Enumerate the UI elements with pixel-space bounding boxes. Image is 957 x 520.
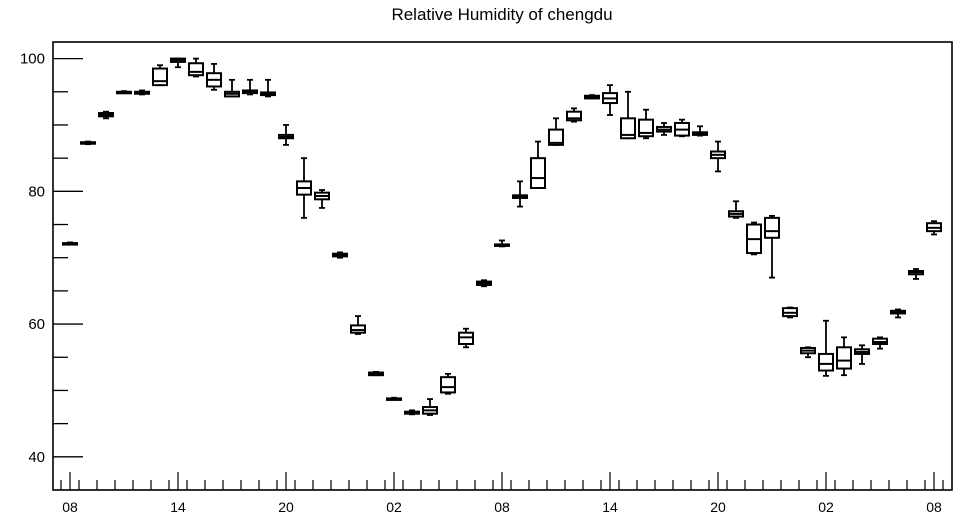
box-hour-29	[584, 94, 600, 100]
x-tick-label: 08	[494, 499, 510, 515]
chart-title: Relative Humidity of chengdu	[391, 5, 612, 24]
box-hour-21	[440, 372, 456, 395]
box-hour-13	[296, 157, 312, 219]
box-hour-16	[350, 315, 366, 335]
x-tick-label: 02	[386, 499, 402, 515]
box-hour-33	[656, 122, 672, 136]
box-hour-12	[278, 124, 294, 146]
box-iqr	[620, 117, 636, 140]
box-hour-10	[242, 78, 258, 96]
x-tick-label: 20	[278, 499, 294, 515]
x-axis: 08 14 20 02 08 14 20 02 08	[60, 472, 944, 515]
box-hour-42	[818, 319, 834, 377]
box-hour-27	[548, 117, 564, 146]
box-hour-11	[260, 78, 276, 98]
box-hour-40	[782, 306, 798, 319]
box-iqr	[440, 376, 456, 394]
box-hour-31	[620, 90, 636, 140]
box-iqr	[188, 62, 204, 77]
box-hour-30	[602, 84, 618, 116]
y-tick-label: 60	[28, 316, 45, 333]
box-iqr	[548, 128, 564, 146]
x-tick-label: 14	[602, 499, 618, 515]
box-hour-25	[512, 180, 528, 208]
box-hour-3	[116, 90, 132, 95]
box-hour-28	[566, 107, 582, 123]
box-series	[62, 57, 942, 416]
box-hour-9	[224, 78, 240, 98]
box-hour-37	[728, 200, 744, 219]
box-iqr	[152, 67, 168, 87]
box-hour-18	[386, 396, 402, 401]
y-tick-label: 80	[28, 183, 45, 200]
box-hour-48	[926, 220, 942, 236]
y-tick-label: 40	[28, 449, 45, 466]
box-hour-35	[692, 125, 708, 137]
x-tick-label: 08	[62, 499, 78, 515]
box-hour-43	[836, 336, 852, 377]
y-axis: 40 60 80 100	[20, 51, 83, 466]
box-hour-44	[854, 344, 870, 365]
box-hour-2	[98, 110, 114, 120]
box-hour-1	[80, 140, 96, 146]
box-hour-6	[170, 57, 186, 69]
box-hour-23	[476, 279, 492, 288]
box-hour-22	[458, 327, 474, 349]
box-hour-7	[188, 57, 204, 78]
box-iqr	[530, 157, 546, 190]
y-tick-label: 100	[20, 51, 45, 68]
x-tick-label: 14	[170, 499, 186, 515]
box-hour-0	[62, 241, 78, 246]
box-hour-38	[746, 221, 762, 256]
box-hour-32	[638, 108, 654, 140]
box-hour-24	[494, 239, 510, 248]
box-hour-17	[368, 370, 384, 377]
box-hour-19	[404, 409, 420, 416]
box-hour-8	[206, 63, 222, 91]
box-hour-47	[908, 268, 924, 280]
box-hour-34	[674, 118, 690, 138]
x-tick-label: 02	[818, 499, 834, 515]
box-hour-14	[314, 189, 330, 209]
box-hour-15	[332, 251, 348, 259]
box-iqr	[836, 346, 852, 370]
box-hour-26	[530, 140, 546, 190]
box-hour-36	[710, 140, 726, 173]
x-tick-label: 20	[710, 499, 726, 515]
box-iqr	[566, 110, 582, 122]
box-hour-45	[872, 336, 888, 350]
box-hour-41	[800, 346, 816, 359]
box-hour-4	[134, 89, 150, 96]
box-hour-39	[764, 214, 780, 279]
x-tick-label: 08	[926, 499, 942, 515]
box-hour-20	[422, 398, 438, 416]
box-hour-5	[152, 64, 168, 87]
box-hour-46	[890, 308, 906, 319]
box-iqr	[764, 216, 780, 239]
box-iqr	[818, 352, 834, 372]
plot-frame	[52, 41, 953, 491]
